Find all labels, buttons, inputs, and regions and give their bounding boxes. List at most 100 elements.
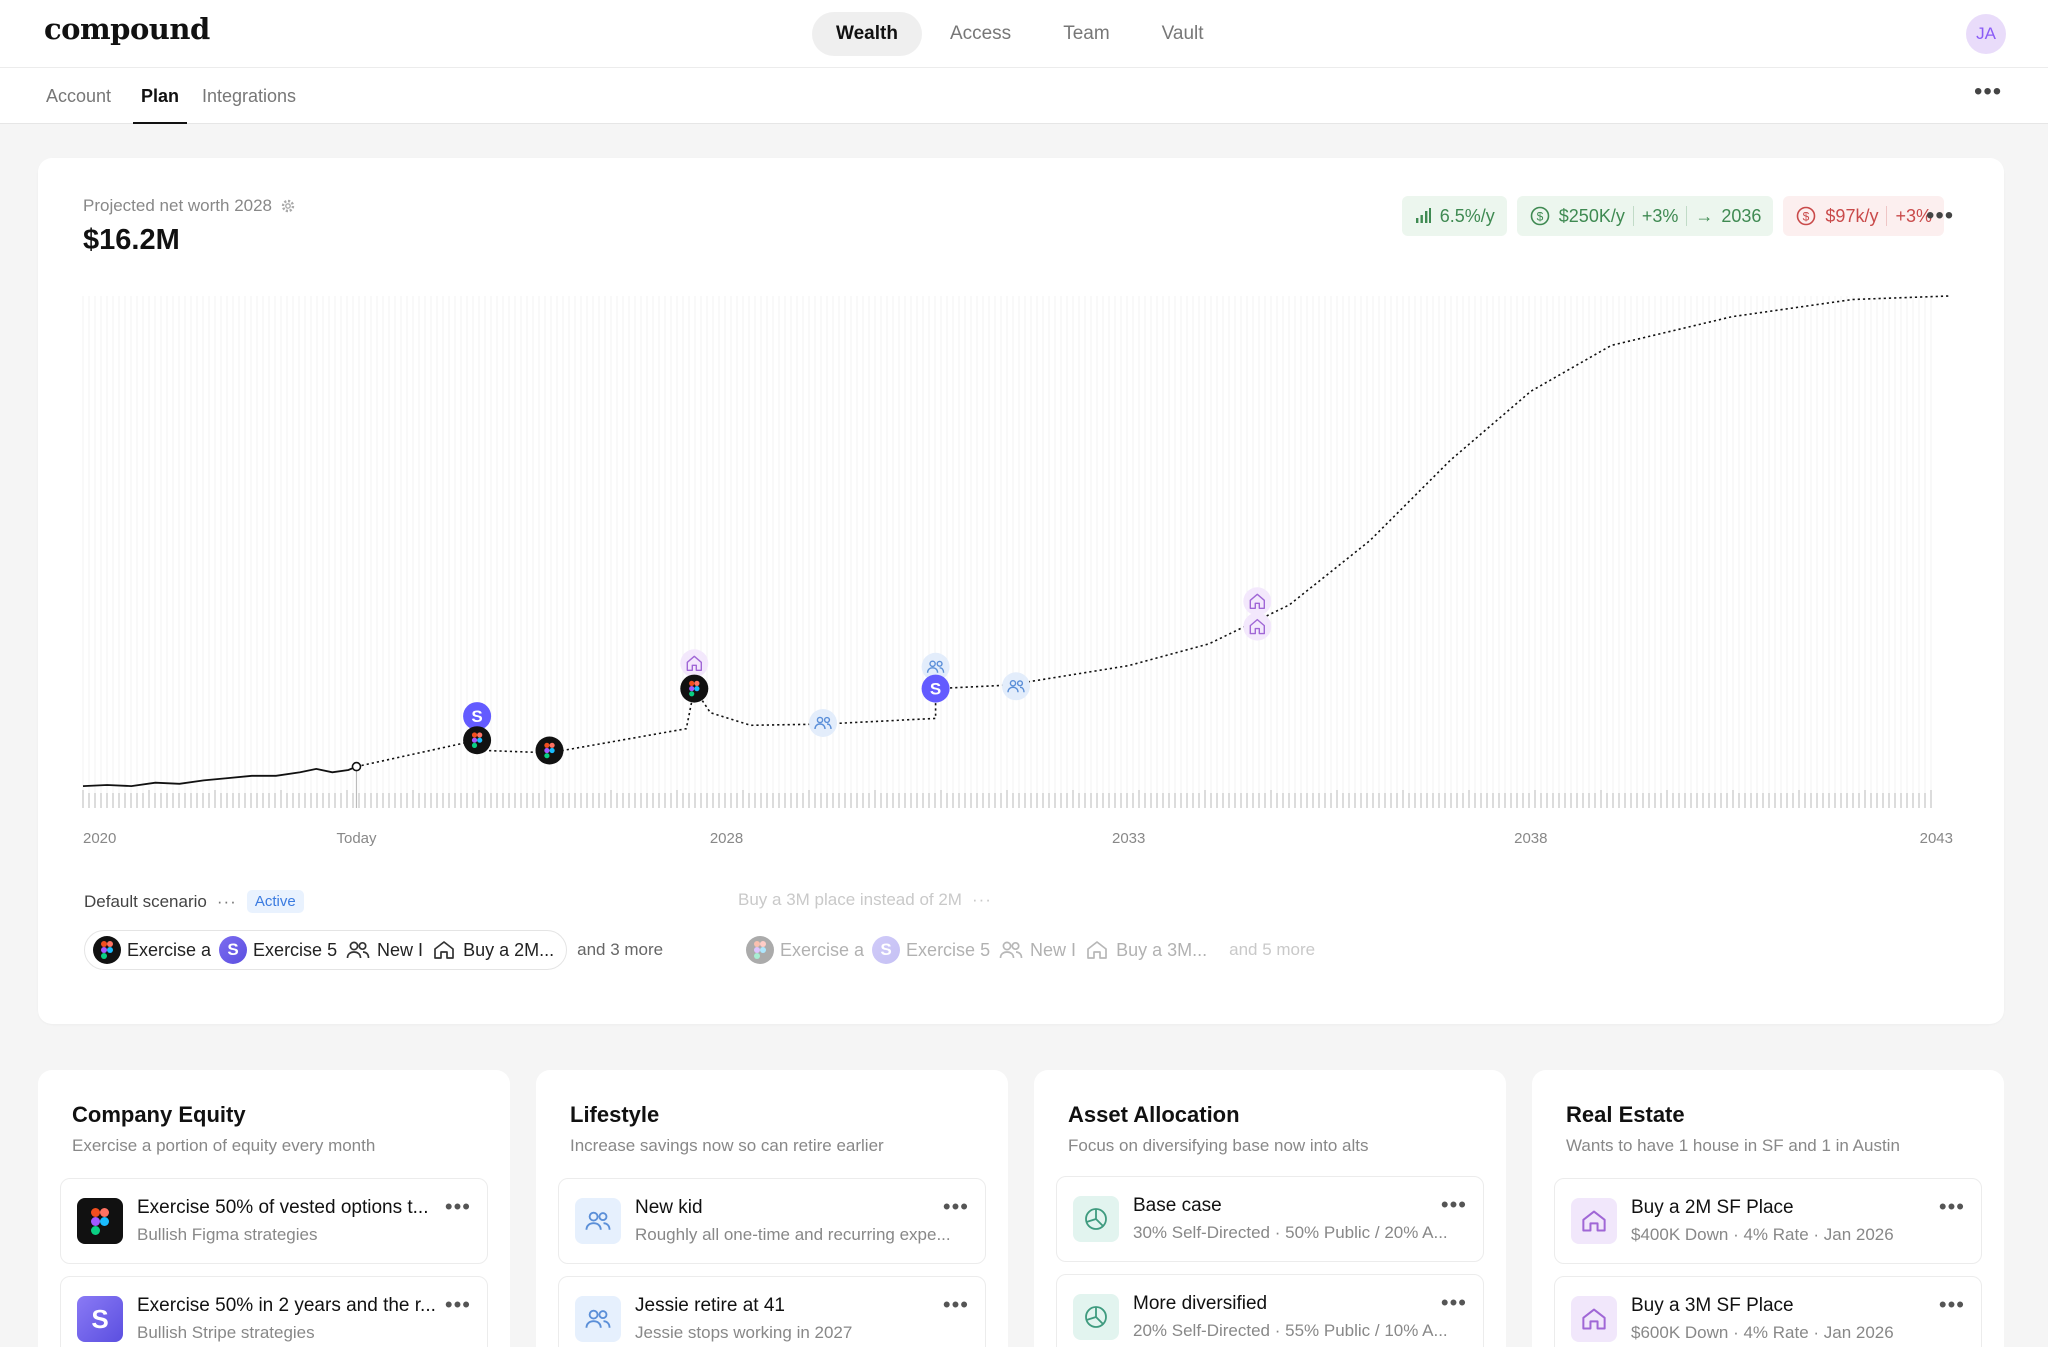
income-until-value: 2036 (1721, 205, 1762, 226)
list-item[interactable]: S Exercise 50% in 2 years and the r... B… (60, 1276, 488, 1347)
figma-icon (746, 936, 774, 964)
item-more-icon[interactable]: ••• (444, 1194, 471, 1219)
item-subtitle: Jessie stops working in 2027 (635, 1323, 853, 1342)
list-item[interactable]: New kid Roughly all one-time and recurri… (558, 1178, 986, 1264)
list-item[interactable]: Buy a 3M SF Place $600K Down · 4% Rate ·… (1554, 1276, 1982, 1347)
item-title: Exercise 50% of vested options t... (137, 1197, 429, 1218)
item-title: Buy a 3M SF Place (1631, 1295, 1794, 1316)
list-item[interactable]: More diversified 20% Self-Directed · 55%… (1056, 1274, 1484, 1347)
sub-tabs: Account Plan Integrations ••• (0, 68, 2048, 124)
svg-text:$: $ (1536, 210, 1543, 224)
chart-more-menu-icon[interactable]: ••• (1926, 202, 1955, 229)
tab-integrations[interactable]: Integrations (202, 86, 297, 106)
alternate-scenario-name[interactable]: Buy a 3M place instead of 2M (738, 890, 962, 909)
house-marker-icon (1243, 612, 1272, 641)
card-subtitle: Focus on diversifying base now into alts (1068, 1136, 1369, 1155)
default-scenario-name[interactable]: Default scenario (84, 891, 207, 911)
figma-icon (77, 1198, 123, 1244)
list-item[interactable]: Exercise 50% of vested options t... Bull… (60, 1178, 488, 1264)
today-point (351, 761, 362, 772)
people-marker-icon (1002, 672, 1030, 701)
house-icon (1084, 937, 1110, 963)
house-marker-icon (680, 649, 709, 678)
lifestyle-card: Lifestyle Increase savings now so can re… (536, 1070, 1008, 1347)
item-more-icon[interactable]: ••• (1440, 1290, 1467, 1315)
scenario-chip[interactable]: S Exercise 5 (868, 936, 994, 964)
event-markers: SS (463, 587, 1272, 765)
alternate-scenario-more-link[interactable]: and 5 more (1229, 940, 1316, 959)
x-tick-label: 2020 (83, 830, 116, 847)
scenario-chip[interactable]: Exercise a (89, 936, 215, 964)
scenario-chip[interactable]: Buy a 2M... (427, 937, 558, 963)
card-subtitle: Wants to have 1 house in SF and 1 in Aus… (1566, 1136, 1900, 1155)
page-more-menu-icon[interactable]: ••• (1974, 78, 2003, 105)
nav-vault[interactable]: Vault (1161, 23, 1204, 44)
scenario-more-icon[interactable]: ··· (971, 890, 992, 909)
list-item[interactable]: Buy a 2M SF Place $400K Down · 4% Rate ·… (1554, 1178, 1982, 1264)
net-worth-value: $16.2M (83, 224, 180, 256)
tab-plan[interactable]: Plan (132, 68, 188, 124)
item-subtitle: 30% Self-Directed · 50% Public / 20% A..… (1133, 1223, 1448, 1242)
income-pill[interactable]: $ $250K/y +3% → 2036 (1516, 196, 1774, 236)
item-subtitle: Bullish Figma strategies (137, 1225, 318, 1244)
net-worth-card: Projected net worth 2028 $16.2M 6.5%/y $… (38, 158, 2004, 1024)
item-more-icon[interactable]: ••• (942, 1292, 969, 1317)
nav-access[interactable]: Access (949, 23, 1012, 44)
card-subtitle: Increase savings now so can retire earli… (570, 1136, 884, 1155)
app-logo[interactable]: compound (44, 12, 210, 46)
people-icon (998, 937, 1024, 963)
figma-marker-icon (535, 736, 564, 765)
nav-wealth[interactable]: Wealth (812, 12, 922, 56)
item-more-icon[interactable]: ••• (1938, 1292, 1965, 1317)
spending-growth-value: +3% (1895, 205, 1932, 226)
pill-divider (1686, 206, 1688, 226)
house-icon (431, 937, 457, 963)
x-tick-label: 2043 (1920, 830, 1953, 847)
gear-icon[interactable] (280, 198, 296, 214)
stripe-marker-icon: S (921, 674, 950, 703)
scenario-chip[interactable]: S Exercise 5 (215, 936, 341, 964)
stripe-icon: S (872, 936, 901, 964)
net-worth-label-row: Projected net worth 2028 (83, 196, 296, 216)
house-marker-icon (1243, 587, 1272, 616)
nav-team[interactable]: Team (1063, 23, 1110, 44)
item-more-icon[interactable]: ••• (1938, 1194, 1965, 1219)
net-worth-label: Projected net worth 2028 (83, 196, 273, 215)
item-more-icon[interactable]: ••• (444, 1292, 471, 1317)
item-subtitle: Bullish Stripe strategies (137, 1323, 315, 1342)
scenario-more-icon[interactable]: ··· (216, 891, 237, 911)
item-more-icon[interactable]: ••• (1440, 1192, 1467, 1217)
alternate-scenario-chip-group[interactable]: Exercise a S Exercise 5 New I Buy a 3M..… (738, 930, 1219, 970)
scenario-chip[interactable]: New I (994, 937, 1080, 963)
tab-account[interactable]: Account (46, 86, 112, 106)
svg-text:$: $ (1803, 210, 1810, 224)
stripe-icon: S (77, 1296, 123, 1342)
scenario-chip-label: Exercise a (780, 939, 865, 960)
scenario-chip[interactable]: Exercise a (742, 936, 868, 964)
people-icon (345, 937, 371, 963)
alternate-scenario-header: Buy a 3M place instead of 2M ··· (738, 890, 992, 910)
scenario-chip[interactable]: Buy a 3M... (1080, 937, 1211, 963)
list-item[interactable]: Base case 30% Self-Directed · 50% Public… (1056, 1176, 1484, 1262)
scenario-chip[interactable]: New I (341, 937, 427, 963)
bar-chart-icon (1415, 208, 1431, 223)
spending-pill[interactable]: $ $97k/y +3% (1783, 196, 1944, 236)
growth-rate-value: 6.5%/y (1439, 205, 1495, 226)
list-item[interactable]: Jessie retire at 41 Jessie stops working… (558, 1276, 986, 1347)
arrow-right-icon: → (1695, 205, 1714, 226)
people-marker-icon (809, 709, 837, 737)
stripe-icon: S (219, 936, 248, 964)
growth-rate-pill[interactable]: 6.5%/y (1401, 196, 1507, 236)
chart-background-bars (82, 296, 1932, 798)
default-scenario-chips: Exercise a S Exercise 5 New I Buy a 2M..… (84, 930, 663, 970)
item-more-icon[interactable]: ••• (942, 1194, 969, 1219)
alternate-scenario-chips: Exercise a S Exercise 5 New I Buy a 3M..… (738, 930, 1315, 970)
default-scenario-chip-group[interactable]: Exercise a S Exercise 5 New I Buy a 2M..… (84, 930, 568, 970)
historical-series-line (82, 765, 357, 788)
user-avatar[interactable]: JA (1966, 14, 2006, 54)
real-estate-card: Real Estate Wants to have 1 house in SF … (1532, 1070, 2004, 1347)
people-icon (575, 1198, 621, 1244)
item-title: New kid (635, 1197, 703, 1218)
default-scenario-more-link[interactable]: and 3 more (577, 940, 664, 959)
house-icon (1571, 1198, 1617, 1244)
